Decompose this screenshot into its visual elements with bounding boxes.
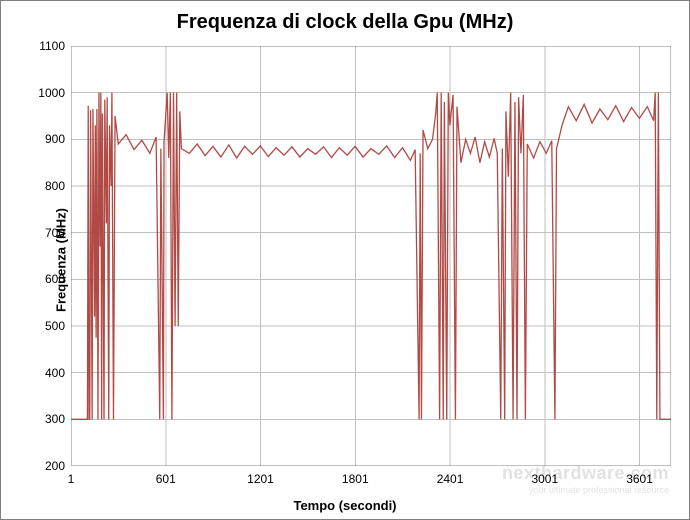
y-tick-label: 800 xyxy=(31,179,65,193)
plot-area xyxy=(71,46,671,466)
x-tick-label: 1201 xyxy=(247,472,274,486)
x-axis-label: Tempo (secondi) xyxy=(1,498,689,513)
y-axis-label: Frequenza (MHz) xyxy=(54,208,69,312)
gpu-clock-line xyxy=(71,93,671,420)
y-tick-label: 200 xyxy=(31,459,65,473)
y-tick-label: 400 xyxy=(31,366,65,380)
y-tick-label: 1100 xyxy=(31,39,65,53)
y-tick-label: 300 xyxy=(31,412,65,426)
x-tick-label: 3001 xyxy=(531,472,558,486)
x-tick-label: 3601 xyxy=(626,472,653,486)
y-tick-label: 500 xyxy=(31,319,65,333)
watermark-sub: your ultimate professional resource xyxy=(529,485,669,495)
x-tick-label: 2401 xyxy=(437,472,464,486)
chart-container: Frequenza di clock della Gpu (MHz) Frequ… xyxy=(0,0,690,520)
chart-title: Frequenza di clock della Gpu (MHz) xyxy=(1,11,689,34)
y-tick-label: 700 xyxy=(31,226,65,240)
chart-svg xyxy=(71,46,671,466)
x-tick-label: 601 xyxy=(156,472,176,486)
y-tick-label: 600 xyxy=(31,272,65,286)
x-tick-label: 1 xyxy=(68,472,75,486)
x-tick-label: 1801 xyxy=(342,472,369,486)
y-tick-label: 900 xyxy=(31,132,65,146)
y-tick-label: 1000 xyxy=(31,86,65,100)
